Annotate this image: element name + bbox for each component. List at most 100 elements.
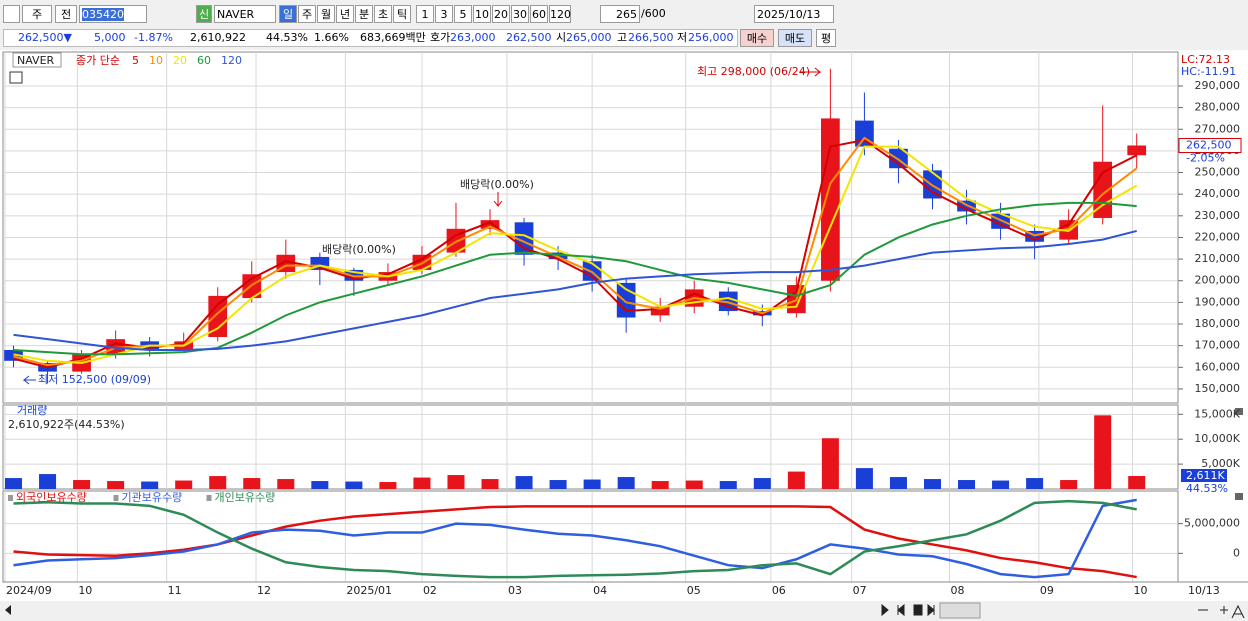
x-end-label: 10/13 (1188, 584, 1220, 597)
ask-label: 호가 (430, 31, 451, 44)
open: 265,000 (566, 31, 612, 44)
period-button[interactable]: 초 (374, 5, 392, 23)
low: 256,000 (688, 31, 734, 44)
code: 035420 (82, 8, 124, 21)
y-tick-label: 230,000 (1195, 209, 1241, 222)
date-input[interactable]: 2025/10/13 (754, 5, 834, 23)
volume-bar (549, 480, 567, 489)
y-tick-label: 270,000 (1195, 122, 1241, 135)
legend-entry: 20 (173, 54, 187, 67)
candle-body (650, 306, 670, 316)
count[interactable]: 265 (600, 5, 640, 23)
bid: 262,500 (506, 31, 552, 44)
volume-bar (413, 477, 431, 489)
new-badge: 신 (196, 5, 212, 23)
volume: 2,610,922 (190, 31, 246, 44)
compare[interactable]: 전 (55, 5, 77, 23)
volume-bar (141, 481, 159, 489)
period-button[interactable]: 60 (530, 5, 548, 23)
volume-bar (753, 478, 771, 489)
code-input[interactable]: 035420 (79, 5, 147, 23)
series-line (13, 145, 1138, 364)
volume-bar (958, 480, 976, 489)
quote-bar (3, 29, 738, 47)
y-tick-label: 150,000 (1195, 382, 1241, 395)
annotation-arrow (800, 67, 822, 77)
period-button[interactable]: 분 (355, 5, 373, 23)
volume-ratio: 44.53% (266, 31, 308, 44)
candle-body (616, 282, 636, 318)
candle-body (1025, 230, 1044, 242)
legend-entry: 10 (149, 54, 163, 67)
y-tick-label: 190,000 (1195, 295, 1241, 308)
panel-icon[interactable] (9, 71, 23, 84)
change-pct: -1.87% (134, 31, 173, 44)
volume-bar (1128, 476, 1146, 489)
y-tick-label: 280,000 (1195, 101, 1241, 114)
volume-bar (821, 438, 839, 489)
change: 5,000 (94, 31, 126, 44)
chart-bg (0, 50, 1248, 601)
panel-close[interactable] (1235, 408, 1243, 415)
scroll-left[interactable] (5, 605, 11, 615)
x-tick-label: 04 (593, 584, 607, 597)
series-line (13, 498, 1137, 579)
menu-icon[interactable] (3, 5, 20, 23)
name-box (12, 52, 62, 68)
period-button[interactable]: 30 (511, 5, 529, 23)
annotation-arrow (493, 192, 503, 208)
volume-bar (447, 475, 465, 489)
series-line (13, 139, 1138, 369)
period-button[interactable]: 5 (454, 5, 472, 23)
panel-close[interactable] (1235, 493, 1243, 500)
sell-button[interactable]: 매도 (778, 29, 812, 47)
period-button[interactable]: 주 (298, 5, 316, 23)
hc-label: HC:-11.91 (1181, 65, 1236, 78)
period-button[interactable]: 월 (317, 5, 335, 23)
candle-body (480, 220, 500, 229)
y-tick-label: 250,000 (1195, 166, 1241, 179)
period-button[interactable]: 120 (549, 5, 571, 23)
y-tick-label: 170,000 (1195, 339, 1241, 352)
volume-bar (379, 482, 397, 489)
y-tick-label: 5,000K (1201, 457, 1240, 470)
price-tag-change: -2.05% (1186, 151, 1225, 164)
high-label: 고 (617, 31, 628, 44)
volume-bar (617, 477, 635, 489)
period-button[interactable]: 20 (492, 5, 510, 23)
high: 266,500 (628, 31, 674, 44)
legend-swatch (113, 495, 119, 501)
name-input[interactable]: NAVER (214, 5, 276, 23)
buy-button[interactable]: 매수 (740, 29, 774, 47)
y-tick-label: 160,000 (1195, 360, 1241, 373)
period-button[interactable]: 3 (435, 5, 453, 23)
volume-tag-ratio: 44.53% (1186, 482, 1228, 495)
price-tag-label: 262,500 (1186, 138, 1232, 151)
period-type[interactable]: 주 (22, 5, 52, 23)
volume-bar (243, 478, 261, 489)
period-button[interactable]: 년 (336, 5, 354, 23)
period-button[interactable]: 일 (279, 5, 297, 23)
avg-button[interactable]: 평 (816, 29, 836, 47)
y-tick-label: 0 (1233, 546, 1240, 559)
scrollbar[interactable] (0, 601, 1248, 621)
y-tick-label: 210,000 (1195, 252, 1241, 265)
volume-bar (5, 478, 23, 489)
x-tick-label: 2025/01 (346, 584, 392, 597)
volume-bar (719, 481, 737, 489)
scroll-controls[interactable] (881, 603, 935, 617)
x-tick-label: 08 (951, 584, 965, 597)
zoom-controls[interactable] (1198, 604, 1245, 619)
scroll-thumb[interactable] (939, 602, 981, 619)
legend-entry: 120 (221, 54, 242, 67)
panel-title: 거래량 (17, 404, 47, 417)
annotation-arrow (22, 375, 36, 385)
legend-entry: 5 (132, 54, 139, 67)
period-button[interactable]: 10 (473, 5, 491, 23)
period-button[interactable]: 틱 (393, 5, 411, 23)
candle-body (4, 349, 23, 361)
panel-subtitle: 2,610,922주(44.53%) (8, 418, 125, 431)
period-button[interactable]: 1 (416, 5, 434, 23)
turnover: 1.66% (314, 31, 349, 44)
